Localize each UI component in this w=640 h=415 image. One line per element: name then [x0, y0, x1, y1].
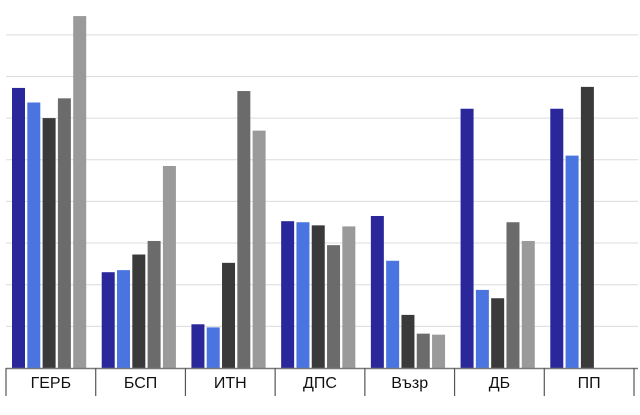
- bar: [252, 130, 266, 368]
- bar: [101, 272, 115, 368]
- bars: [12, 16, 594, 369]
- bar: [460, 108, 474, 368]
- bar: [342, 226, 356, 368]
- x-tick-label: БСП: [124, 375, 157, 392]
- bar: [237, 91, 251, 368]
- bar: [475, 289, 489, 368]
- bar: [580, 86, 594, 368]
- bar: [27, 102, 41, 368]
- x-tick-label: ПП: [578, 375, 601, 392]
- bar: [491, 298, 505, 368]
- x-tick-label: ИТН: [214, 375, 247, 392]
- bar: [132, 254, 146, 368]
- x-tick-label: ГЕРБ: [31, 375, 72, 392]
- bar: [521, 240, 535, 368]
- bar: [222, 262, 236, 368]
- x-tick-labels: ГЕРБ БСП ИТН ДПС Възр ДБ ПП: [31, 375, 601, 392]
- bar: [296, 222, 310, 368]
- bar: [565, 155, 579, 368]
- bar: [416, 333, 430, 368]
- bar: [147, 240, 161, 368]
- x-tick-label: ДПС: [303, 375, 337, 392]
- bar: [506, 222, 520, 368]
- x-tick-label: Възр: [391, 375, 428, 392]
- bar: [42, 118, 56, 368]
- x-axis: [5, 367, 638, 396]
- bar: [117, 270, 131, 368]
- bar: [281, 221, 295, 368]
- bar: [401, 314, 415, 368]
- bar: [73, 16, 87, 368]
- bar: [432, 334, 446, 368]
- bar: [311, 225, 325, 368]
- bar: [57, 98, 71, 368]
- bar: [12, 87, 25, 369]
- bar: [550, 108, 564, 368]
- bar: [327, 245, 341, 368]
- bar: [206, 327, 220, 368]
- bar: [191, 324, 205, 368]
- bar: [386, 260, 400, 368]
- bar: [162, 166, 176, 368]
- x-tick-label: ДБ: [489, 375, 510, 392]
- bar: [370, 215, 384, 368]
